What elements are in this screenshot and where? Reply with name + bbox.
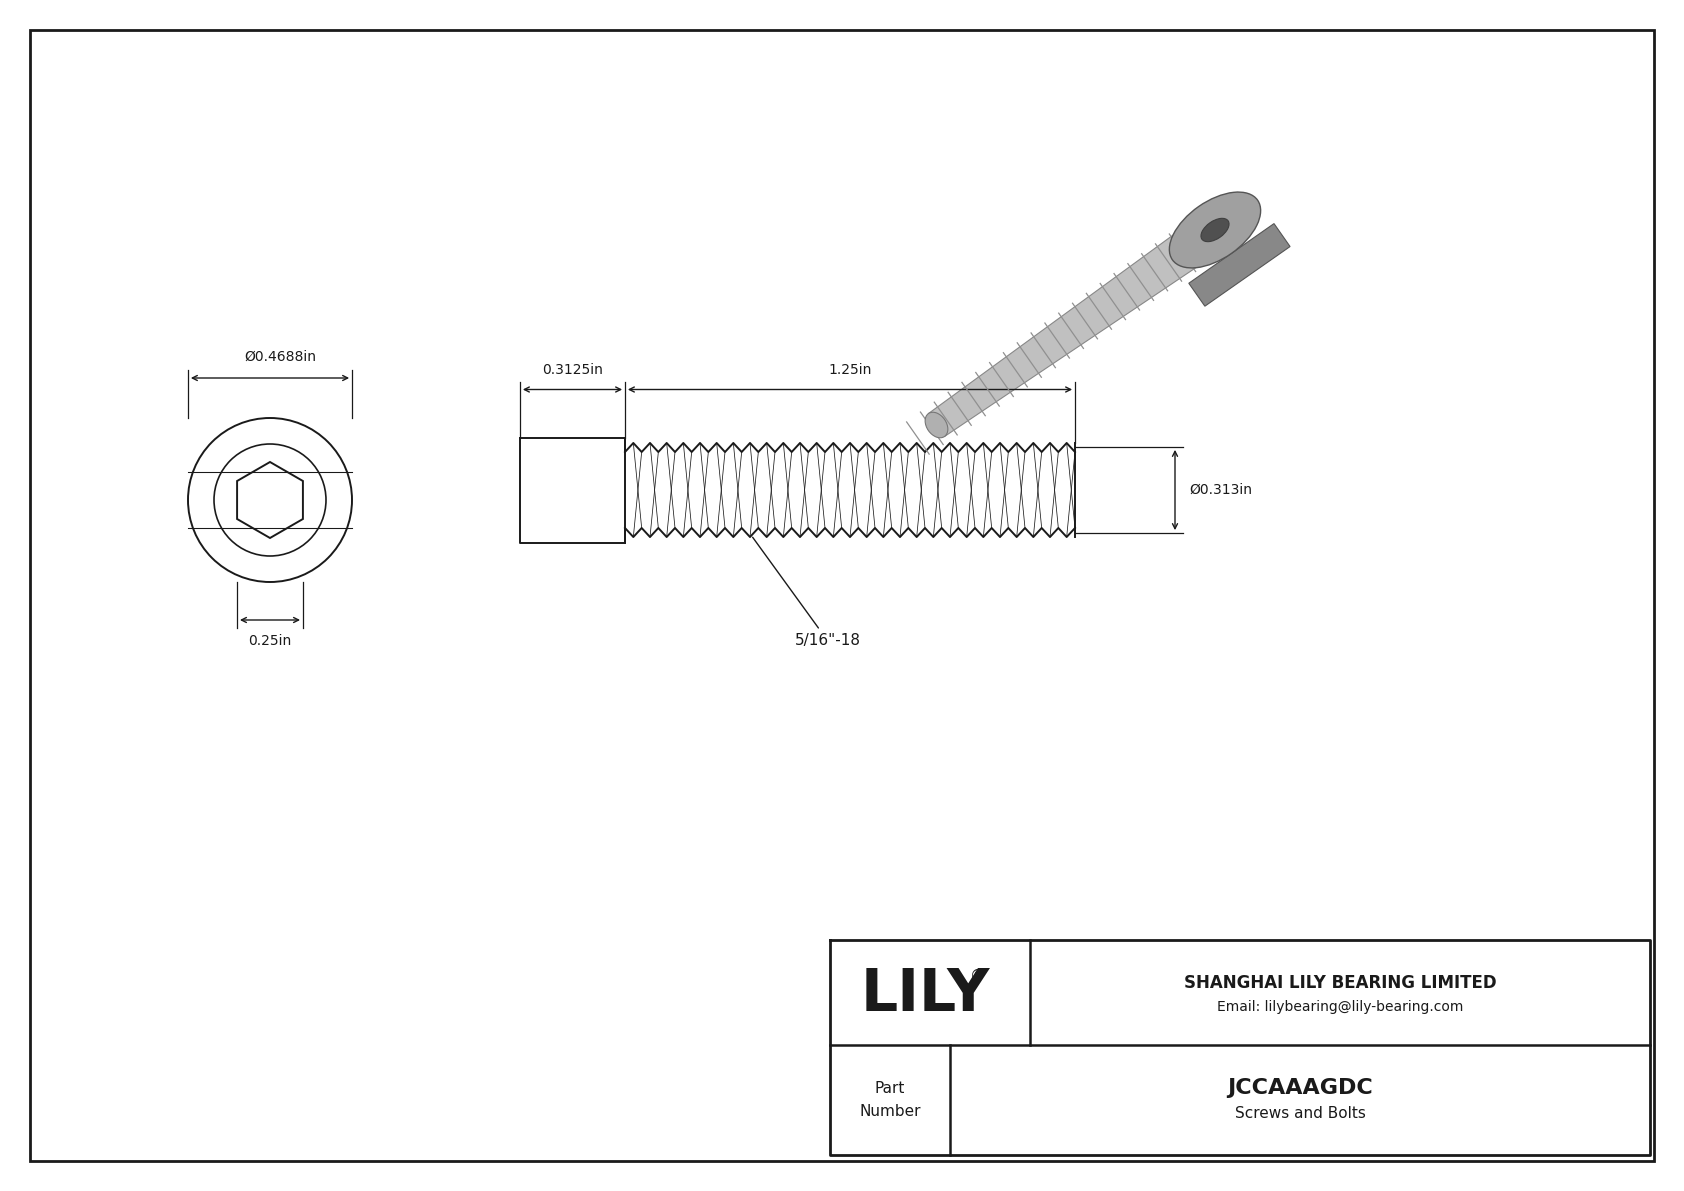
Ellipse shape xyxy=(1201,218,1229,242)
Text: Screws and Bolts: Screws and Bolts xyxy=(1234,1106,1366,1122)
Ellipse shape xyxy=(1169,192,1261,268)
Text: Ø0.4688in: Ø0.4688in xyxy=(244,350,317,364)
Text: 1.25in: 1.25in xyxy=(829,363,872,378)
Text: LILY: LILY xyxy=(861,966,990,1023)
Ellipse shape xyxy=(925,412,948,438)
Polygon shape xyxy=(1189,224,1290,306)
Polygon shape xyxy=(928,231,1201,436)
Text: Email: lilybearing@lily-bearing.com: Email: lilybearing@lily-bearing.com xyxy=(1218,999,1463,1014)
Text: 0.3125in: 0.3125in xyxy=(542,363,603,378)
Text: 5/16"-18: 5/16"-18 xyxy=(753,537,861,648)
Text: SHANGHAI LILY BEARING LIMITED: SHANGHAI LILY BEARING LIMITED xyxy=(1184,973,1497,991)
Text: JCCAAAGDC: JCCAAAGDC xyxy=(1228,1078,1372,1098)
Text: 0.25in: 0.25in xyxy=(248,634,291,648)
Text: ®: ® xyxy=(970,969,985,984)
Text: Ø0.313in: Ø0.313in xyxy=(1189,484,1251,497)
Text: Part
Number: Part Number xyxy=(859,1081,921,1118)
